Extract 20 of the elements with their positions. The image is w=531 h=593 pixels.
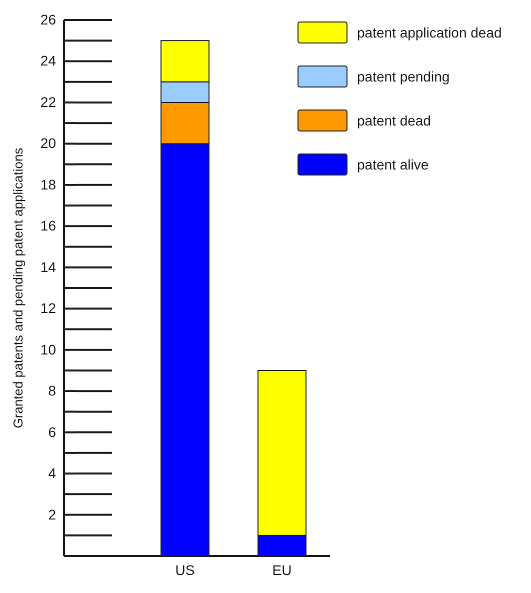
y-tick-label: 8: [48, 382, 56, 399]
y-tick-label: 20: [40, 135, 56, 152]
y-tick-label: 14: [40, 258, 56, 275]
legend-label: patent application dead: [357, 24, 502, 40]
x-tick-label: EU: [272, 562, 292, 578]
x-tick-label: US: [175, 562, 195, 578]
y-tick-label: 2: [48, 506, 56, 522]
y-tick-label: 12: [40, 300, 56, 316]
y-tick-label: 4: [48, 465, 56, 482]
y-axis-title: Granted patents and pending patent applications: [10, 147, 26, 428]
y-tick-label: 6: [48, 424, 56, 440]
y-tick-label: 16: [40, 218, 56, 234]
y-tick-label: 24: [40, 52, 56, 69]
y-tick-label: 22: [40, 94, 56, 110]
y-tick-label: 26: [40, 11, 56, 28]
legend-label: patent pending: [357, 68, 450, 84]
y-tick-label: 10: [40, 341, 56, 358]
legend-label: patent dead: [357, 112, 431, 128]
legend-label: patent alive: [357, 156, 429, 172]
y-tick-label: 18: [40, 176, 56, 192]
